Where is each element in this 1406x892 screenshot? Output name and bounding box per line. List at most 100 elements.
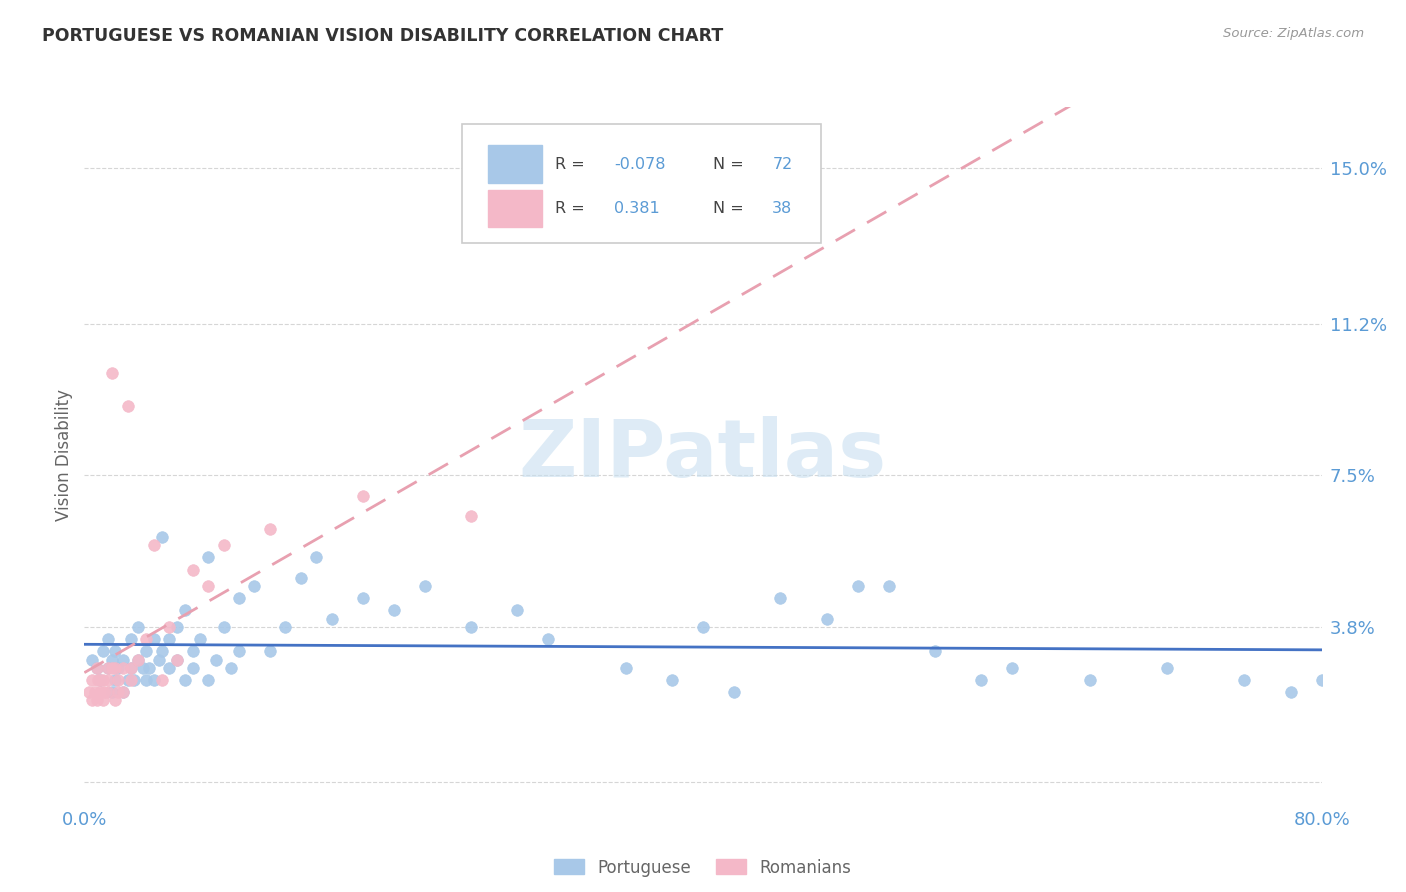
Text: R =: R =: [554, 157, 589, 171]
Point: [259, 644, 281, 658]
Point: [159, 661, 180, 675]
Point: [120, 673, 142, 687]
Point: [1078, 673, 1101, 687]
Point: [181, 644, 204, 658]
Point: [197, 550, 219, 565]
Point: [506, 603, 529, 617]
Point: [107, 685, 129, 699]
Point: [93, 685, 115, 699]
Point: [305, 550, 328, 565]
Point: [82, 693, 104, 707]
Text: N =: N =: [713, 157, 749, 171]
Point: [352, 591, 374, 606]
FancyBboxPatch shape: [488, 145, 543, 183]
Point: [117, 673, 139, 687]
Point: [877, 579, 900, 593]
Text: N =: N =: [713, 201, 749, 216]
Point: [96, 661, 118, 675]
Point: [723, 685, 745, 699]
Text: 72: 72: [772, 157, 793, 171]
Point: [846, 579, 869, 593]
Point: [87, 673, 110, 687]
Point: [537, 632, 560, 646]
Point: [219, 661, 242, 675]
Point: [228, 591, 250, 606]
FancyBboxPatch shape: [488, 190, 543, 227]
Point: [120, 661, 142, 675]
Point: [135, 673, 157, 687]
Point: [143, 538, 166, 552]
Point: [122, 673, 145, 687]
Point: [84, 685, 107, 699]
Point: [1233, 673, 1256, 687]
Point: [692, 620, 714, 634]
Point: [89, 685, 111, 699]
Point: [970, 673, 993, 687]
Point: [188, 632, 211, 646]
Point: [77, 685, 100, 699]
Point: [86, 661, 108, 675]
Point: [197, 579, 219, 593]
Point: [112, 685, 135, 699]
Point: [181, 562, 204, 576]
Point: [352, 489, 374, 503]
Point: [1156, 661, 1178, 675]
Point: [96, 685, 118, 699]
Point: [101, 661, 124, 675]
Point: [274, 620, 297, 634]
Point: [104, 661, 127, 675]
Point: [321, 612, 343, 626]
Point: [112, 661, 135, 675]
Point: [82, 652, 104, 666]
Point: [135, 632, 157, 646]
Point: [166, 652, 188, 666]
Point: [212, 620, 235, 634]
Point: [127, 620, 149, 634]
Point: [815, 612, 838, 626]
Point: [150, 530, 173, 544]
Point: [82, 673, 104, 687]
Text: 38: 38: [772, 201, 793, 216]
Point: [769, 591, 792, 606]
Point: [1310, 673, 1333, 687]
Point: [614, 661, 637, 675]
Point: [143, 632, 166, 646]
Point: [104, 673, 127, 687]
Point: [117, 399, 139, 413]
Point: [104, 644, 127, 658]
Legend: Portuguese, Romanians: Portuguese, Romanians: [546, 850, 860, 885]
Point: [91, 693, 114, 707]
Point: [150, 644, 173, 658]
Text: PORTUGUESE VS ROMANIAN VISION DISABILITY CORRELATION CHART: PORTUGUESE VS ROMANIAN VISION DISABILITY…: [42, 27, 724, 45]
Point: [460, 620, 482, 634]
Point: [243, 579, 266, 593]
Point: [120, 632, 142, 646]
Point: [91, 673, 114, 687]
Text: R =: R =: [554, 201, 589, 216]
FancyBboxPatch shape: [461, 124, 821, 243]
Point: [197, 673, 219, 687]
Point: [101, 652, 124, 666]
Point: [86, 693, 108, 707]
Point: [460, 509, 482, 524]
Point: [661, 673, 683, 687]
Point: [101, 685, 124, 699]
Point: [148, 652, 170, 666]
Point: [132, 661, 155, 675]
Point: [107, 673, 129, 687]
Point: [924, 644, 946, 658]
Point: [150, 673, 173, 687]
Point: [107, 661, 129, 675]
Point: [89, 673, 111, 687]
Point: [112, 685, 135, 699]
Text: 0.381: 0.381: [614, 201, 659, 216]
Point: [127, 652, 149, 666]
Point: [120, 661, 142, 675]
Point: [166, 620, 188, 634]
Point: [101, 366, 124, 380]
Text: Source: ZipAtlas.com: Source: ZipAtlas.com: [1223, 27, 1364, 40]
Point: [413, 579, 436, 593]
Point: [143, 673, 166, 687]
Point: [259, 522, 281, 536]
Point: [174, 673, 197, 687]
